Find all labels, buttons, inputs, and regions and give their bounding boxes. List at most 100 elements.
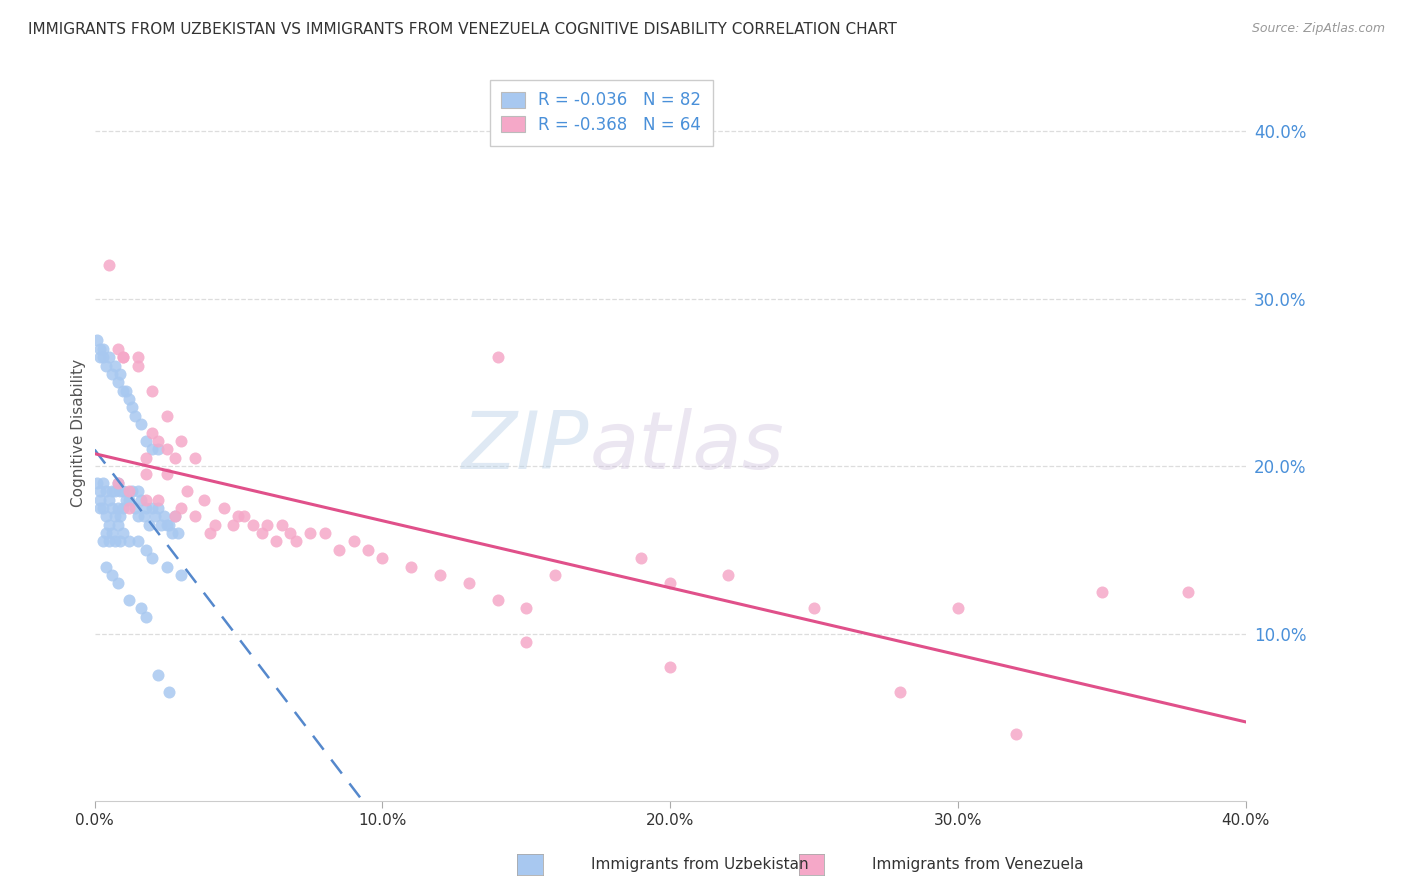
Text: ZIP: ZIP [463,409,589,486]
Point [165,509,187,524]
Point [889,685,911,699]
Point [146,434,169,448]
Point [803,601,825,615]
Text: Source: ZipAtlas.com: Source: ZipAtlas.com [1251,22,1385,36]
Point [1091,584,1114,599]
Point [89,342,111,356]
Point [101,367,124,381]
Text: Immigrants from Venezuela: Immigrants from Venezuela [872,857,1084,871]
Point [107,475,129,490]
Point [94,509,117,524]
Point [91,350,114,364]
Point [155,409,177,423]
Point [127,484,149,499]
Point [278,526,301,541]
Point [515,635,537,649]
Point [112,350,135,364]
Text: Immigrants from Uzbekistan: Immigrants from Uzbekistan [591,857,808,871]
Point [486,593,509,607]
Point [717,568,740,582]
Point [91,534,114,549]
Point [135,610,157,624]
Point [101,526,124,541]
Point [146,668,169,682]
Point [1177,584,1199,599]
Point [222,517,245,532]
Point [97,517,120,532]
Point [112,384,135,398]
Point [141,384,163,398]
Point [121,484,143,499]
Point [97,258,120,272]
Point [155,442,177,457]
Y-axis label: Cognitive Disability: Cognitive Disability [72,359,86,507]
Text: IMMIGRANTS FROM UZBEKISTAN VS IMMIGRANTS FROM VENEZUELA COGNITIVE DISABILITY COR: IMMIGRANTS FROM UZBEKISTAN VS IMMIGRANTS… [28,22,897,37]
Point [630,551,652,566]
Point [256,517,278,532]
Text: atlas: atlas [589,409,785,486]
Point [457,576,479,591]
Point [97,492,120,507]
Point [118,484,141,499]
Point [89,500,111,515]
Point [165,509,187,524]
Point [233,509,256,524]
Point [141,425,163,440]
Point [104,484,127,499]
Point [184,509,207,524]
Point [299,526,322,541]
Point [157,517,180,532]
Point [115,492,138,507]
Point [946,601,969,615]
Point [91,500,114,515]
Point [399,559,422,574]
Point [110,509,132,524]
Point [135,450,157,465]
Point [285,534,308,549]
Point [138,517,160,532]
Point [110,534,132,549]
Point [242,517,264,532]
Point [328,542,350,557]
Point [104,534,127,549]
Point [112,350,135,364]
Point [135,542,157,557]
Point [118,500,141,515]
Point [544,568,567,582]
Point [107,376,129,390]
Point [659,576,682,591]
Point [104,509,127,524]
Point [152,509,174,524]
Point [124,409,146,423]
Point [170,568,193,582]
Point [97,350,120,364]
Point [112,500,135,515]
Point [176,484,198,499]
Point [94,359,117,373]
Point [357,542,380,557]
Point [107,342,129,356]
Point [129,417,152,432]
Point [193,492,215,507]
Point [86,475,108,490]
Point [170,500,193,515]
Point [149,517,172,532]
Point [135,492,157,507]
Point [250,526,273,541]
Point [107,517,129,532]
Point [118,534,141,549]
Point [167,526,190,541]
Point [141,442,163,457]
Point [155,559,177,574]
Point [118,593,141,607]
Point [112,484,135,499]
Point [107,500,129,515]
Point [94,484,117,499]
Point [86,334,108,348]
Point [89,492,111,507]
Point [155,517,177,532]
Point [212,500,235,515]
Point [124,500,146,515]
Point [264,534,287,549]
Point [94,526,117,541]
